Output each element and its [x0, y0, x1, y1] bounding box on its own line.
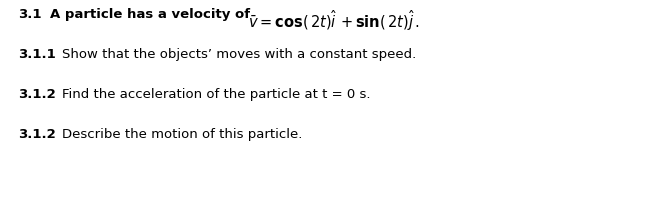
Text: 3.1: 3.1: [18, 8, 42, 21]
Text: $\bar{v}=\mathbf{cos}(\,2t)\hat{i}\,+\mathbf{sin}(\,2t)\hat{j}\,.$: $\bar{v}=\mathbf{cos}(\,2t)\hat{i}\,+\ma…: [248, 8, 420, 33]
Text: 3.1.2: 3.1.2: [18, 88, 56, 101]
Text: Show that the objects’ moves with a constant speed.: Show that the objects’ moves with a cons…: [62, 48, 416, 61]
Text: Find the acceleration of the particle at t = 0 s.: Find the acceleration of the particle at…: [62, 88, 370, 101]
Text: Describe the motion of this particle.: Describe the motion of this particle.: [62, 128, 302, 141]
Text: 3.1.2: 3.1.2: [18, 128, 56, 141]
Text: 3.1.1: 3.1.1: [18, 48, 56, 61]
Text: A particle has a velocity of: A particle has a velocity of: [50, 8, 250, 21]
